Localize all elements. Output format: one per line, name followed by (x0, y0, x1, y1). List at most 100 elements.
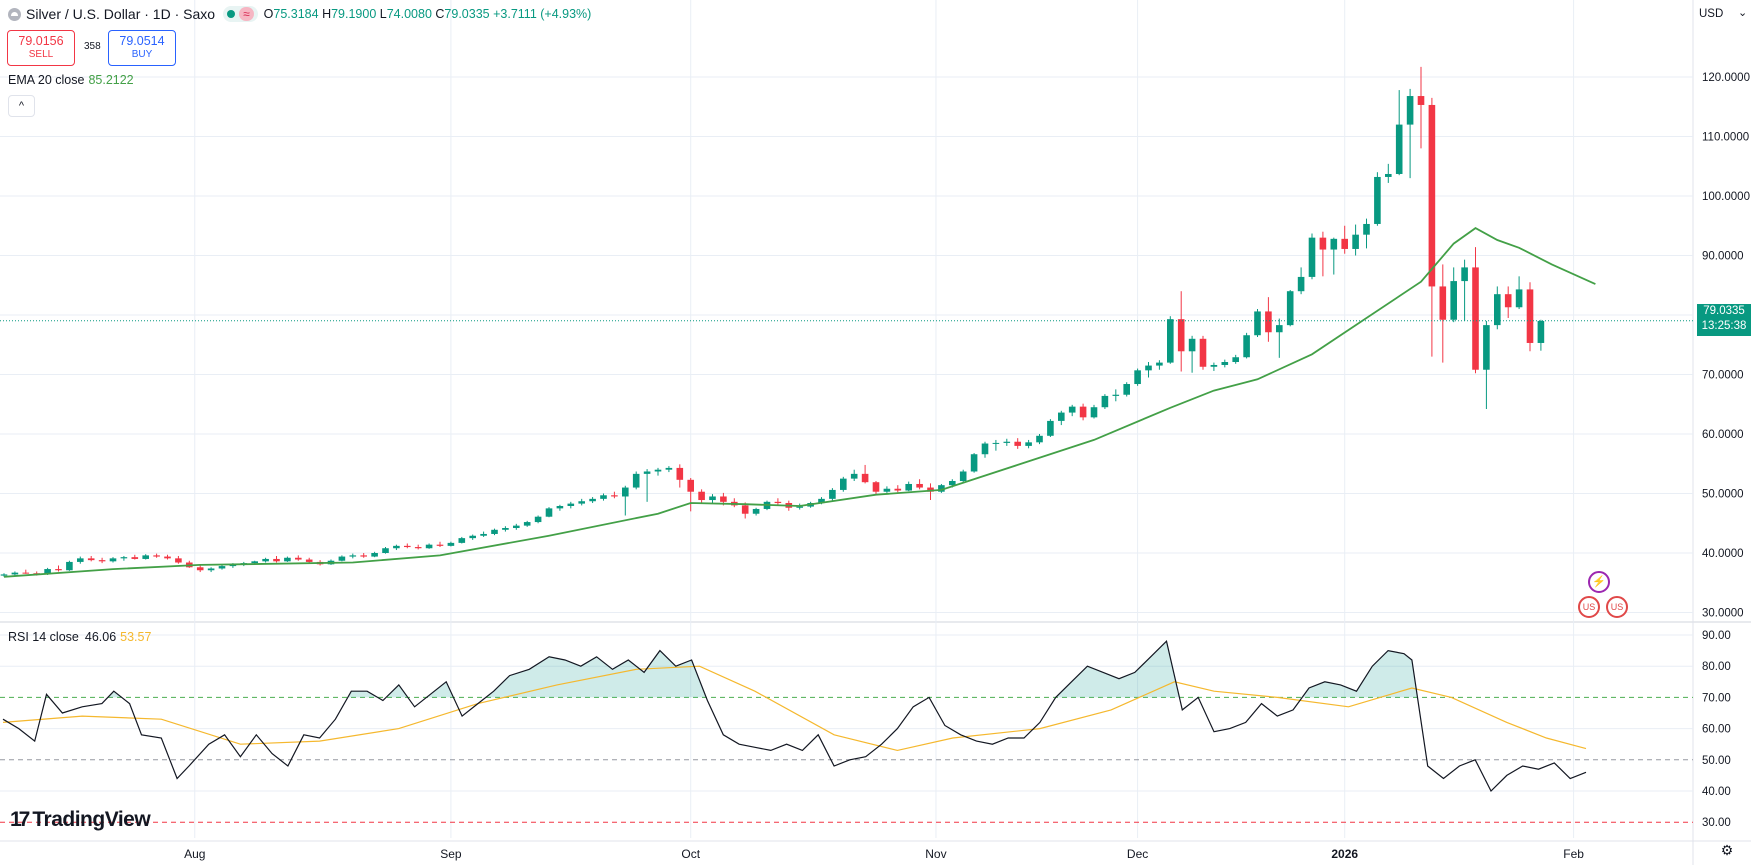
candle (665, 467, 673, 470)
candle (1330, 238, 1338, 250)
rsi-tick-label: 60.00 (1702, 724, 1731, 736)
candle (545, 508, 553, 517)
candle (850, 473, 858, 479)
candle (654, 469, 662, 472)
candle (55, 569, 62, 571)
candle (829, 489, 836, 499)
candle (513, 525, 520, 529)
rsi-tick-label: 50.00 (1702, 755, 1731, 767)
candle (796, 506, 803, 508)
candle (1177, 319, 1185, 352)
tradingview-logo[interactable]: 17 TradingView (10, 808, 151, 832)
time-tick-label: Oct (681, 847, 700, 861)
collapse-indicators-button[interactable]: ^ (8, 95, 35, 117)
time-tick-label: Feb (1563, 847, 1584, 861)
low-value: 74.0080 (386, 7, 432, 21)
chevron-down-icon[interactable]: ⌄ (1738, 7, 1748, 19)
candle (502, 528, 509, 530)
candle (295, 557, 302, 560)
buy-price: 79.0514 (119, 34, 165, 48)
candle (382, 548, 389, 553)
rsi-value: 46.06 (84, 630, 117, 644)
close-label: C (435, 7, 445, 21)
candle (1243, 335, 1250, 358)
ema-legend[interactable]: EMA 20 close 85.2122 (8, 73, 134, 87)
candle (404, 545, 411, 548)
last-price-value: 79.0335 (1703, 305, 1745, 317)
price-tick-label: 120.0000 (1702, 72, 1750, 84)
candle (1167, 319, 1174, 363)
symbol-title[interactable]: Silver / U.S. Dollar · 1D · Saxo (26, 6, 216, 22)
candle (927, 487, 934, 492)
candle (1232, 357, 1239, 363)
candle (1265, 311, 1272, 333)
time-tick-label: 2026 (1331, 847, 1358, 861)
candle (196, 567, 204, 571)
candle (305, 559, 313, 562)
candle (1156, 362, 1163, 366)
rsi-tick-label: 70.00 (1702, 692, 1731, 704)
buy-button[interactable]: 79.0514 BUY (108, 30, 176, 66)
candle (1068, 406, 1076, 413)
rsi-tick-label: 30.00 (1702, 817, 1731, 829)
candle (425, 544, 433, 549)
candle (698, 491, 705, 501)
candle (1526, 289, 1534, 343)
rsi-ma-line (2, 665, 1587, 752)
candle (338, 556, 346, 561)
flash-event-icon[interactable]: ⚡ (1588, 571, 1610, 593)
candle (349, 555, 357, 557)
candle (916, 483, 923, 488)
candle (589, 498, 596, 502)
candle (1494, 294, 1501, 326)
sell-button[interactable]: 79.0156 SELL (7, 30, 75, 66)
open-value: 75.3184 (273, 7, 319, 21)
candle (1188, 338, 1196, 352)
candle (992, 442, 1000, 444)
candle (491, 529, 498, 534)
candle (861, 473, 869, 483)
candle (22, 572, 30, 574)
candle (109, 558, 117, 562)
candle (0, 574, 8, 576)
candle (1406, 96, 1414, 125)
candle (1374, 176, 1381, 224)
gear-icon[interactable]: ⚙ (1720, 842, 1734, 858)
candle (1210, 364, 1218, 367)
time-tick-label: Sep (440, 847, 462, 861)
candle (1363, 223, 1370, 235)
symbol-icon[interactable] (8, 7, 21, 21)
candle (622, 487, 629, 497)
market-status-badge[interactable]: ≈ (223, 6, 258, 22)
candle (938, 485, 945, 492)
candle (1450, 281, 1457, 320)
rsi-overbought-fill (347, 691, 378, 698)
bar-countdown: 13:25:38 (1701, 320, 1747, 332)
candle (1428, 104, 1436, 287)
candle (556, 505, 564, 509)
rsi-tick-label: 90.00 (1702, 630, 1731, 642)
candle (840, 478, 847, 490)
us-flag-event-icon[interactable]: US (1606, 596, 1628, 618)
candle (218, 566, 226, 569)
candle (872, 482, 880, 492)
candle (1417, 96, 1425, 105)
market-open-dot-icon (227, 10, 236, 18)
candle (600, 495, 607, 499)
candle (1472, 267, 1479, 370)
candle (1297, 276, 1305, 292)
sell-price: 79.0156 (18, 34, 64, 48)
price-tick-label: 30.0000 (1702, 608, 1744, 620)
candle (523, 522, 531, 526)
candle (273, 558, 280, 562)
chart-header: Silver / U.S. Dollar · 1D · Saxo ≈ O75.3… (8, 5, 591, 23)
candle (959, 471, 967, 482)
candle (981, 443, 989, 455)
us-flag-event-icon[interactable]: US (1578, 596, 1600, 618)
candle (1254, 311, 1261, 336)
currency-selector[interactable]: USD (1699, 8, 1724, 20)
candle (1515, 289, 1523, 308)
rsi-legend[interactable]: RSI 14 close 46.06 53.57 (8, 630, 151, 644)
candle (949, 481, 956, 486)
